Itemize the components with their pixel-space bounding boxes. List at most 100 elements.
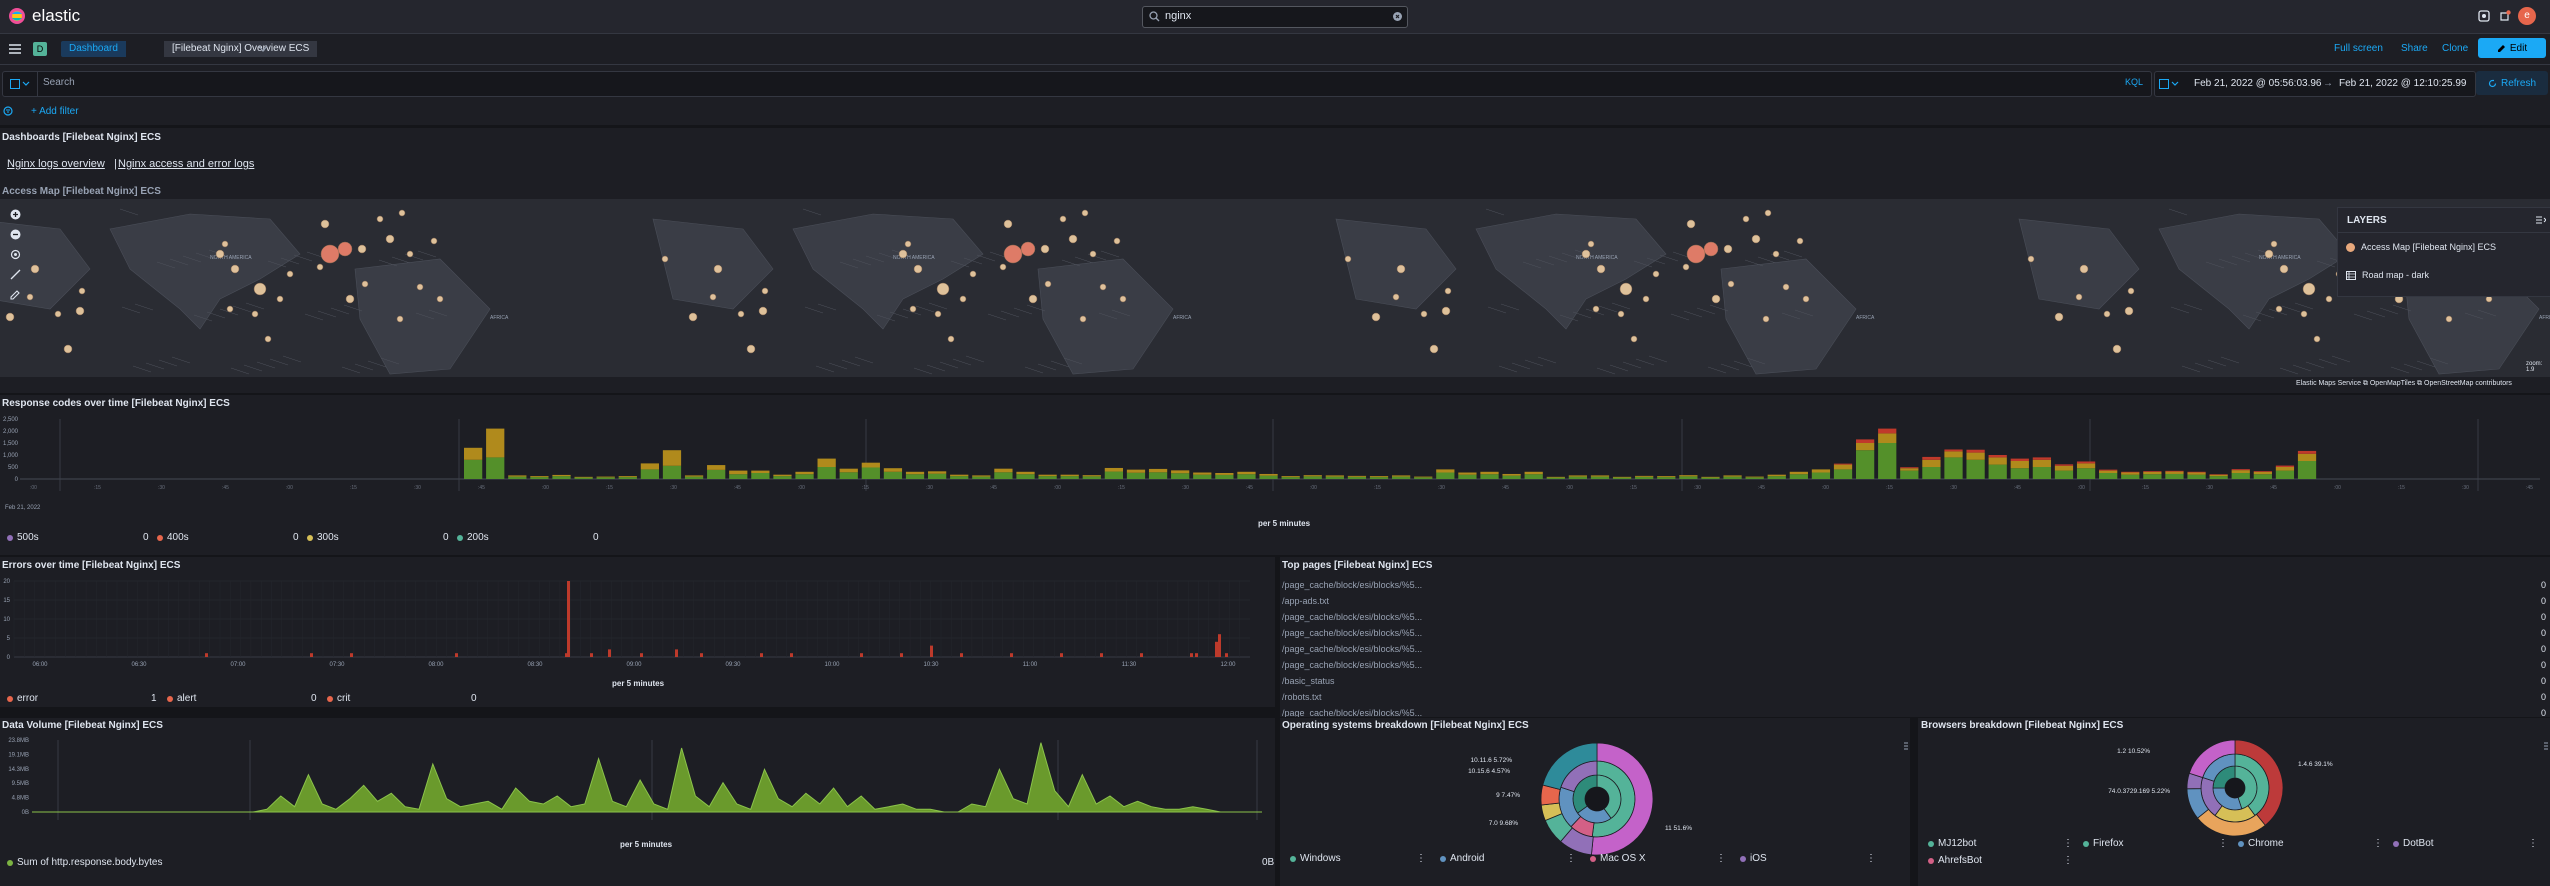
bar-300s (2054, 465, 2074, 471)
bar-200s (1546, 477, 1565, 479)
menu-icon[interactable] (9, 44, 21, 54)
edit-button[interactable]: Edit (2478, 38, 2546, 58)
errors-chart[interactable]: 20 15 10 5 0 06:00 06:30 07:00 07:30 08:00 08:30 09… (0, 577, 1275, 667)
table-row[interactable]: /page_cache/block/esi/blocks/%5... 0 (1282, 657, 2546, 673)
nginx-access-logs-link[interactable]: Nginx access and error logs (118, 158, 255, 170)
layer-item-access-map[interactable]: Access Map [Filebeat Nginx] ECS (2346, 242, 2496, 252)
page-count: 0 (2540, 612, 2546, 622)
pie-hole (1585, 787, 1609, 811)
legend-item[interactable]: crit 0 (327, 693, 487, 704)
legend-item[interactable]: Chrome ⋮ (2238, 838, 2393, 849)
border-line (1000, 310, 1020, 318)
y-tick-label: 9.5MB (12, 781, 29, 787)
legend-item[interactable]: Mac OS X ⋮ (1590, 853, 1740, 864)
slice-label: 9 7.47% (1496, 792, 1520, 799)
map-attribution[interactable]: Elastic Maps Service ⧉ OpenMapTiles ⧉ Op… (2296, 380, 2512, 387)
table-row[interactable]: /page_cache/block/esi/blocks/%5... 0 (1282, 577, 2546, 593)
legend-item[interactable]: Sum of http.response.body.bytes (7, 857, 162, 868)
draw-shape-icon[interactable] (10, 269, 21, 280)
legend-options-icon[interactable]: ⋮ (1416, 853, 1426, 864)
legend-item[interactable]: Android ⋮ (1440, 853, 1590, 864)
x-tick-label: :15 (2398, 485, 2405, 491)
legend-options-icon[interactable]: ⋮ (2373, 838, 2383, 849)
table-row[interactable]: /basic_status 0 (1282, 673, 2546, 689)
legend-options-icon[interactable]: ⋮ (2063, 838, 2073, 849)
legend-item[interactable]: AhrefsBot ⋮ (1928, 855, 2083, 866)
data-volume-chart[interactable]: 23.8MB 19.1MB 14.3MB 9.5MB 4.8MB 0B (0, 736, 1275, 820)
nginx-logs-overview-link[interactable]: Nginx logs overview (7, 158, 105, 170)
map-point (898, 249, 908, 259)
zoom-in-icon[interactable] (10, 209, 21, 220)
legend-item[interactable]: iOS ⋮ (1740, 853, 1890, 864)
draw-tool-icon[interactable] (10, 289, 21, 300)
filter-icon[interactable] (3, 106, 13, 116)
clear-search-icon[interactable] (1393, 12, 1402, 21)
date-end[interactable]: Feb 21, 2022 @ 12:10:25.99 (2339, 78, 2467, 89)
legend-item[interactable]: 400s 0 (157, 532, 307, 543)
elastic-logo[interactable]: elastic (8, 6, 80, 26)
bar-400s (1922, 456, 1941, 460)
legend-toggle-icon[interactable] (2544, 742, 2548, 750)
legend-item[interactable]: 500s 0 (7, 532, 157, 543)
refresh-label: Refresh (2500, 77, 2536, 89)
bar-300s (1944, 451, 1963, 458)
legend-toggle-icon[interactable] (1904, 742, 1908, 750)
legend-color (307, 534, 313, 541)
date-picker[interactable]: Feb 21, 2022 @ 05:56:03.96 → Feb 21, 202… (2154, 71, 2476, 97)
legend-item[interactable]: error 1 (7, 693, 167, 704)
table-row[interactable]: /app-ads.txt 0 (1282, 593, 2546, 609)
breadcrumb-dashboard[interactable]: Dashboard (61, 41, 126, 57)
page-path: /page_cache/block/esi/blocks/%5... (1282, 708, 1423, 717)
space-avatar[interactable]: D (33, 42, 47, 56)
clone-button[interactable]: Clone (2442, 43, 2469, 54)
global-search[interactable]: nginx (1142, 6, 1408, 28)
legend-item[interactable]: 300s 0 (307, 532, 457, 543)
browsers-pie-chart[interactable]: 1.2 10.52% 1.4.6 39.1% 74.0.3729.169 5.22% (1918, 728, 2550, 848)
user-avatar[interactable]: e (2518, 7, 2536, 25)
page-path: /basic_status (1282, 676, 1335, 686)
table-row[interactable]: /robots.txt 0 (1282, 689, 2546, 705)
legend-item[interactable]: MJ12bot ⋮ (1928, 838, 2083, 849)
legend-item[interactable]: alert 0 (167, 693, 327, 704)
legend-item[interactable]: DotBot ⋮ (2393, 838, 2548, 849)
news-icon[interactable] (2499, 10, 2511, 22)
os-pie-chart[interactable]: 10.11.6 5.72% 10.15.6 4.57% 9 7.47% 7.0 9.6… (1280, 728, 1910, 858)
add-filter-button[interactable]: + Add filter (31, 106, 79, 117)
full-screen-button[interactable]: Full screen (2334, 43, 2383, 54)
table-row[interactable]: /page_cache/block/esi/blocks/%5... 0 (1282, 609, 2546, 625)
legend-options-icon[interactable]: ⋮ (2218, 838, 2228, 849)
fit-to-data-icon[interactable] (10, 249, 21, 260)
table-row[interactable]: /page_cache/block/esi/blocks/%5... 0 (1282, 641, 2546, 657)
legend-options-icon[interactable]: ⋮ (1866, 853, 1876, 864)
legend-options-icon[interactable]: ⋮ (2528, 838, 2538, 849)
legend-options-icon[interactable]: ⋮ (2063, 855, 2073, 866)
saved-query-menu[interactable] (3, 72, 38, 96)
legend-item[interactable]: Firefox ⋮ (2083, 838, 2238, 849)
border-line (1696, 307, 1716, 315)
map-point (999, 263, 1007, 271)
bar-300s (1325, 475, 1344, 477)
legend-item[interactable]: Windows ⋮ (1290, 853, 1440, 864)
refresh-button[interactable]: Refresh (2476, 71, 2548, 95)
chevron-down-icon[interactable] (259, 46, 267, 52)
table-row[interactable]: /page_cache/block/esi/blocks/%5... 0 (1282, 625, 2546, 641)
zoom-out-icon[interactable] (10, 229, 21, 240)
collapse-layers-icon[interactable] (2536, 216, 2546, 224)
layer-item-road-map[interactable]: Road map - dark (2346, 270, 2429, 280)
query-input[interactable]: Search KQL (2, 71, 2152, 97)
table-row[interactable]: /page_cache/block/esi/blocks/%5... 0 (1282, 705, 2546, 717)
share-button[interactable]: Share (2401, 43, 2428, 54)
kql-toggle[interactable]: KQL (2125, 77, 2144, 87)
legend-label: DotBot (2403, 838, 2434, 849)
page-count: 0 (2540, 580, 2546, 590)
help-icon[interactable] (2478, 10, 2490, 22)
legend-options-icon[interactable]: ⋮ (1566, 853, 1576, 864)
border-line (2403, 363, 2423, 371)
calendar-icon[interactable] (2159, 78, 2179, 90)
legend-options-icon[interactable]: ⋮ (1716, 853, 1726, 864)
date-start[interactable]: Feb 21, 2022 @ 05:56:03.96 (2194, 78, 2322, 89)
bar-400s (2187, 471, 2206, 473)
response-codes-chart[interactable]: :00:15:30:45:00:15:30:45:00:15:30:45:00:… (0, 415, 2550, 515)
legend-item[interactable]: 200s 0 (457, 532, 607, 543)
